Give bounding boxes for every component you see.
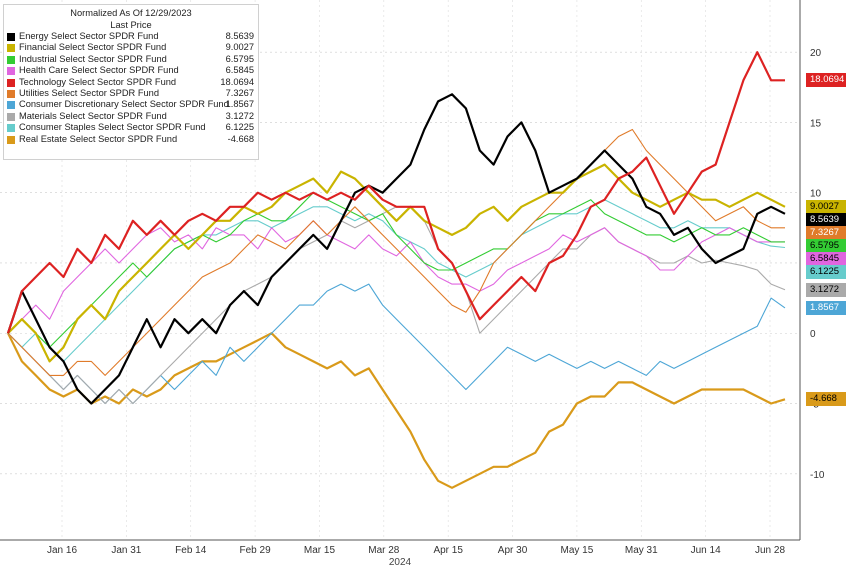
legend-label: Consumer Staples Select Sector SPDR Fund [19, 122, 206, 133]
series-line [7, 283, 786, 405]
last-value-tag: 7.3267 [806, 225, 846, 240]
last-value-tag: 3.1272 [806, 282, 846, 297]
y-tick-label: 15 [810, 118, 822, 129]
legend-swatch [7, 124, 15, 133]
legend-header: Normalized As Of 12/29/2023 Last Price [4, 5, 258, 31]
series-line [7, 220, 785, 334]
legend-label: Technology Select Sector SPDR Fund [19, 76, 177, 87]
last-value-tag: 8.5639 [806, 212, 846, 227]
legend-item: Real Estate Select Sector SPDR Fund -4.66… [4, 134, 258, 145]
x-axis-year-label: 2024 [389, 557, 412, 568]
x-tick-label: Jan 31 [111, 545, 141, 556]
legend-value: 9.0027 [225, 42, 254, 53]
legend-item: Financial Select Sector SPDR Fund 9.0027 [4, 42, 258, 53]
legend-value: 3.1272 [225, 110, 254, 121]
legend-rows: Energy Select Sector SPDR Fund 8.5639 Fina… [4, 31, 258, 145]
series-line [7, 199, 786, 362]
legend-swatch [7, 112, 15, 121]
series-line [7, 192, 785, 348]
x-axis-tick-labels: Jan 16 Jan 31 Feb 14 Feb 29 Mar 15 Mar 28 Apr … [47, 545, 785, 556]
legend-value: 8.5639 [225, 31, 254, 41]
x-tick-label: Jan 16 [47, 545, 77, 556]
legend-label: Industrial Select Sector SPDR Fund [19, 53, 167, 64]
last-value-tag: 18.0694 [806, 73, 846, 88]
legend-swatch [7, 135, 15, 144]
y-tick-label: 10 [810, 189, 822, 200]
legend-item: Health Care Select Sector SPDR Fund 6.584… [4, 65, 258, 76]
legend-subtitle: Last Price [110, 20, 152, 30]
x-tick-label: Jun 28 [755, 545, 785, 556]
last-value-tag: 1.8567 [806, 300, 846, 315]
y-tick-label: 20 [810, 48, 822, 59]
legend-item: Utilities Select Sector SPDR Fund 7.3267 [4, 88, 258, 99]
legend-item: Consumer Staples Select Sector SPDR Fund… [4, 122, 258, 133]
series-line [6, 93, 786, 405]
series-lines [6, 51, 786, 489]
y-tick-label: -10 [810, 470, 825, 481]
legend-label: Energy Select Sector SPDR Fund [19, 31, 159, 41]
legend-swatch [7, 78, 15, 87]
x-tick-label: May 31 [625, 545, 658, 556]
series-line [7, 332, 786, 489]
legend-value: 7.3267 [225, 87, 254, 98]
legend-value: 18.0694 [220, 76, 254, 87]
legend-value: 6.1225 [225, 122, 254, 133]
legend-label: Real Estate Select Sector SPDR Fund [19, 133, 178, 144]
legend-label: Materials Select Sector SPDR Fund [19, 110, 167, 121]
last-value-tag: 6.5795 [806, 238, 846, 253]
legend-swatch [7, 33, 15, 41]
last-value-tag: 6.1225 [806, 264, 846, 279]
last-value-tag: 9.0027 [806, 199, 846, 214]
x-tick-label: May 15 [561, 545, 594, 556]
chart-legend: Normalized As Of 12/29/2023 Last Price E… [3, 4, 259, 160]
legend-item: Consumer Discretionary Select Sector SPD… [4, 99, 258, 110]
x-tick-label: Mar 15 [304, 545, 336, 556]
legend-item: Energy Select Sector SPDR Fund 8.5639 [4, 31, 258, 42]
legend-label: Health Care Select Sector SPDR Fund [19, 65, 179, 76]
y-tick-label: 0 [810, 329, 816, 340]
x-tick-label: Jun 14 [691, 545, 721, 556]
x-tick-label: Mar 28 [368, 545, 400, 556]
legend-item: Industrial Select Sector SPDR Fund 6.5795 [4, 54, 258, 65]
series-line [6, 51, 785, 334]
last-value-tag: 6.5845 [806, 251, 846, 266]
series-line [7, 128, 785, 376]
x-tick-label: Apr 15 [433, 545, 463, 556]
legend-label: Financial Select Sector SPDR Fund [19, 42, 167, 53]
x-tick-label: Apr 30 [498, 545, 528, 556]
legend-value: -4.668 [227, 133, 254, 144]
legend-label: Consumer Discretionary Select Sector SPD… [19, 99, 229, 110]
series-line [7, 163, 786, 363]
legend-swatch [7, 55, 15, 64]
legend-item: Technology Select Sector SPDR Fund 18.069… [4, 77, 258, 88]
x-tick-label: Feb 29 [240, 545, 272, 556]
legend-swatch [7, 44, 15, 53]
legend-swatch [7, 67, 15, 76]
legend-value: 6.5845 [225, 65, 254, 76]
legend-label: Utilities Select Sector SPDR Fund [19, 87, 160, 98]
legend-swatch [7, 89, 15, 98]
legend-value: 1.8567 [225, 99, 254, 110]
legend-item: Materials Select Sector SPDR Fund 3.1272 [4, 111, 258, 122]
legend-value: 6.5795 [225, 53, 254, 64]
legend-swatch [7, 101, 15, 110]
x-tick-label: Feb 14 [175, 545, 207, 556]
legend-title: Normalized As Of 12/29/2023 [70, 8, 192, 18]
last-value-tag: -4.668 [806, 392, 846, 407]
